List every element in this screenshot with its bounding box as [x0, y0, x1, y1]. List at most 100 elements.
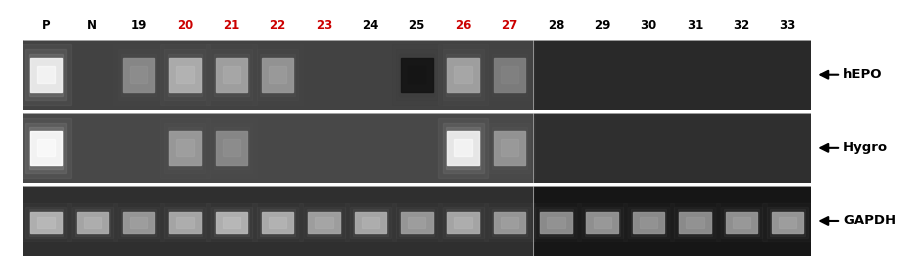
Bar — [75, 209, 110, 236]
Bar — [631, 209, 666, 236]
Bar — [114, 45, 164, 105]
Bar — [118, 49, 159, 100]
Bar — [84, 217, 101, 228]
Bar — [72, 207, 113, 238]
Bar — [23, 186, 533, 256]
Bar — [492, 54, 527, 96]
Bar — [438, 118, 488, 178]
Bar — [214, 127, 249, 169]
Bar — [206, 45, 256, 105]
Bar — [779, 217, 796, 228]
Bar — [454, 217, 472, 228]
Bar — [176, 217, 194, 228]
Bar — [28, 127, 64, 169]
Bar — [160, 204, 210, 241]
Text: 26: 26 — [454, 19, 472, 32]
Bar — [223, 217, 240, 228]
Bar — [257, 207, 298, 238]
Text: 27: 27 — [502, 19, 517, 32]
Bar — [408, 66, 425, 83]
Bar — [489, 207, 530, 238]
Bar — [253, 204, 303, 241]
Bar — [211, 207, 252, 238]
Bar — [454, 66, 472, 83]
Bar — [30, 58, 62, 92]
Bar — [763, 204, 813, 241]
Text: 19: 19 — [130, 19, 147, 32]
Bar — [438, 45, 488, 105]
Bar — [633, 212, 664, 233]
Bar — [401, 212, 433, 233]
Bar — [445, 54, 481, 96]
Bar — [215, 131, 247, 165]
Bar — [165, 49, 205, 100]
Bar — [445, 209, 481, 236]
Bar — [494, 212, 525, 233]
Bar — [624, 204, 674, 241]
Bar — [586, 212, 618, 233]
Bar — [716, 204, 766, 241]
Bar — [674, 207, 715, 238]
Bar — [215, 58, 247, 92]
Bar — [23, 40, 533, 110]
Text: 24: 24 — [362, 19, 379, 32]
Bar — [253, 45, 303, 105]
Text: 28: 28 — [547, 19, 564, 32]
Bar — [492, 127, 527, 169]
Bar — [130, 217, 147, 228]
Bar — [169, 212, 201, 233]
Bar — [547, 217, 564, 228]
Bar — [767, 207, 808, 238]
Bar — [725, 212, 757, 233]
Bar — [438, 204, 488, 241]
Bar — [355, 212, 386, 233]
Bar — [23, 113, 533, 183]
Bar — [494, 58, 525, 92]
Bar — [533, 40, 811, 110]
Bar — [206, 204, 256, 241]
Bar — [540, 212, 572, 233]
Bar — [299, 204, 349, 241]
Text: 33: 33 — [780, 19, 795, 32]
Bar — [679, 212, 711, 233]
Bar — [447, 58, 479, 92]
Bar — [501, 66, 518, 83]
Text: 22: 22 — [270, 19, 285, 32]
Bar — [772, 212, 804, 233]
Bar — [501, 217, 518, 228]
Text: 23: 23 — [316, 19, 332, 32]
Bar — [345, 204, 395, 241]
Bar — [733, 217, 750, 228]
Text: 31: 31 — [687, 19, 703, 32]
Bar — [206, 118, 256, 178]
Bar — [582, 207, 623, 238]
Bar — [670, 204, 720, 241]
Bar — [21, 45, 71, 105]
Bar — [399, 209, 435, 236]
Bar — [531, 204, 581, 241]
Text: 30: 30 — [641, 19, 656, 32]
Bar — [169, 131, 201, 165]
Bar — [25, 49, 66, 100]
Bar — [169, 58, 201, 92]
Bar — [396, 49, 437, 100]
Bar — [401, 58, 433, 92]
Bar — [214, 54, 249, 96]
Bar — [123, 58, 155, 92]
Bar — [399, 54, 435, 96]
Text: 29: 29 — [594, 19, 611, 32]
Bar — [165, 123, 205, 173]
Bar — [594, 217, 611, 228]
Bar — [533, 186, 811, 256]
Bar — [640, 217, 657, 228]
Bar — [447, 131, 479, 165]
Bar — [484, 118, 534, 178]
Bar — [25, 123, 66, 173]
Bar — [308, 212, 340, 233]
Bar — [362, 217, 379, 228]
Bar — [443, 49, 484, 100]
Bar — [315, 217, 333, 228]
Bar — [392, 45, 442, 105]
Bar — [121, 209, 156, 236]
Bar — [67, 204, 117, 241]
